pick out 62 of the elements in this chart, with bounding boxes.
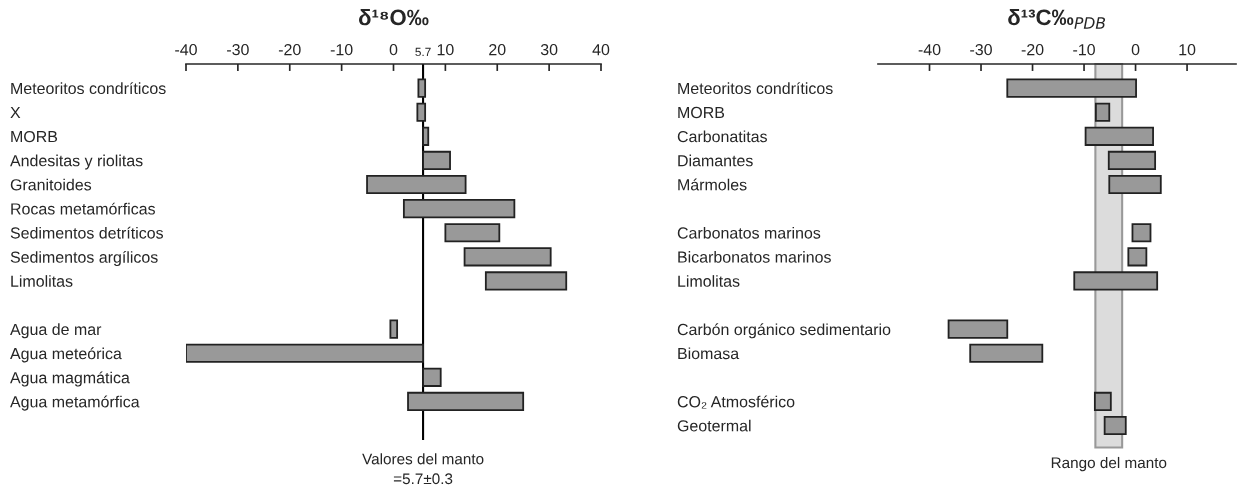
bar [366, 174, 467, 195]
y-tick-label: Limolitas [11, 275, 73, 287]
bar [969, 343, 1044, 363]
y-tick-label: Andesitas y riolitas [10, 154, 143, 170]
bar [422, 367, 442, 387]
bar [416, 102, 427, 122]
x-tick-label: -40 [918, 43, 941, 56]
bar [463, 247, 552, 267]
x-tick-label: 0 [389, 43, 398, 56]
y-tick-label: MORB [11, 130, 58, 143]
bar [484, 271, 568, 291]
band-label: Rango del manto [1051, 456, 1167, 472]
bar [947, 319, 1009, 339]
x-tick-label: -40 [175, 43, 197, 56]
x-tick-label: 10 [437, 43, 454, 56]
bar [407, 391, 525, 412]
x-tick-label: 10 [1179, 43, 1196, 56]
bar [186, 343, 424, 363]
chart-title: δ¹⁸O‰ [358, 9, 429, 26]
bar [1131, 223, 1152, 243]
chart-title: δ¹³C‰$_{PDB}$ [1008, 8, 1106, 29]
y-tick-label: Carbonatitas [677, 130, 767, 143]
y-tick-label: Sedimentos argílicos [10, 250, 158, 267]
y-tick-label: CO₂ Atmosférico [677, 395, 795, 409]
bar [444, 223, 501, 243]
x-tick-label: 0 [1131, 43, 1140, 56]
y-tick-label: Agua metamórfica [10, 395, 140, 411]
y-tick-label: Granitoides [10, 178, 92, 191]
bar [417, 78, 427, 98]
y-tick-label: MORB [678, 106, 725, 119]
bar [422, 126, 430, 146]
x-tick-label: -10 [1073, 43, 1095, 56]
y-tick-label: Sedimentos detríticos [10, 226, 164, 239]
x-tick-label: -30 [970, 43, 992, 56]
y-tick-label: Mármoles [678, 178, 747, 191]
x-tick-label: 30 [540, 43, 558, 56]
bar [402, 199, 516, 219]
x-tick-label: 40 [592, 43, 610, 56]
y-tick-label: Diamantes [678, 154, 753, 167]
y-tick-label: Carbonatos marinos [677, 226, 821, 239]
y-tick-label: X [10, 107, 21, 118]
y-tick-label: Agua de mar [10, 323, 102, 339]
bar [1127, 247, 1148, 267]
y-tick-label: Agua magmática [10, 371, 130, 387]
bar [422, 150, 451, 170]
x-tick-label: 20 [489, 43, 506, 56]
x-tick-label: 5.7 [415, 47, 431, 57]
y-tick-label: Meteoritos condríticos [11, 82, 166, 95]
x-tick-label: -20 [278, 43, 301, 56]
y-tick-label: Biomasa [678, 347, 740, 360]
ref-line-label: Valores del manto =5.7±0.3 [362, 453, 484, 485]
y-tick-label: Geotermal [677, 419, 751, 432]
y-tick-label: Limolitas [678, 275, 740, 287]
y-tick-label: Bicarbonatos marinos [678, 251, 831, 263]
x-tick-label: -10 [330, 43, 353, 56]
x-tick-label: -20 [1021, 43, 1044, 56]
y-tick-label: Rocas metamórficas [11, 202, 155, 215]
x-tick-label: -30 [227, 43, 249, 56]
y-tick-label: Meteoritos condríticos [678, 82, 833, 95]
y-tick-label: Agua meteórica [10, 347, 122, 363]
y-tick-label: Carbón orgánico sedimentario [677, 323, 891, 339]
bar [389, 319, 399, 339]
